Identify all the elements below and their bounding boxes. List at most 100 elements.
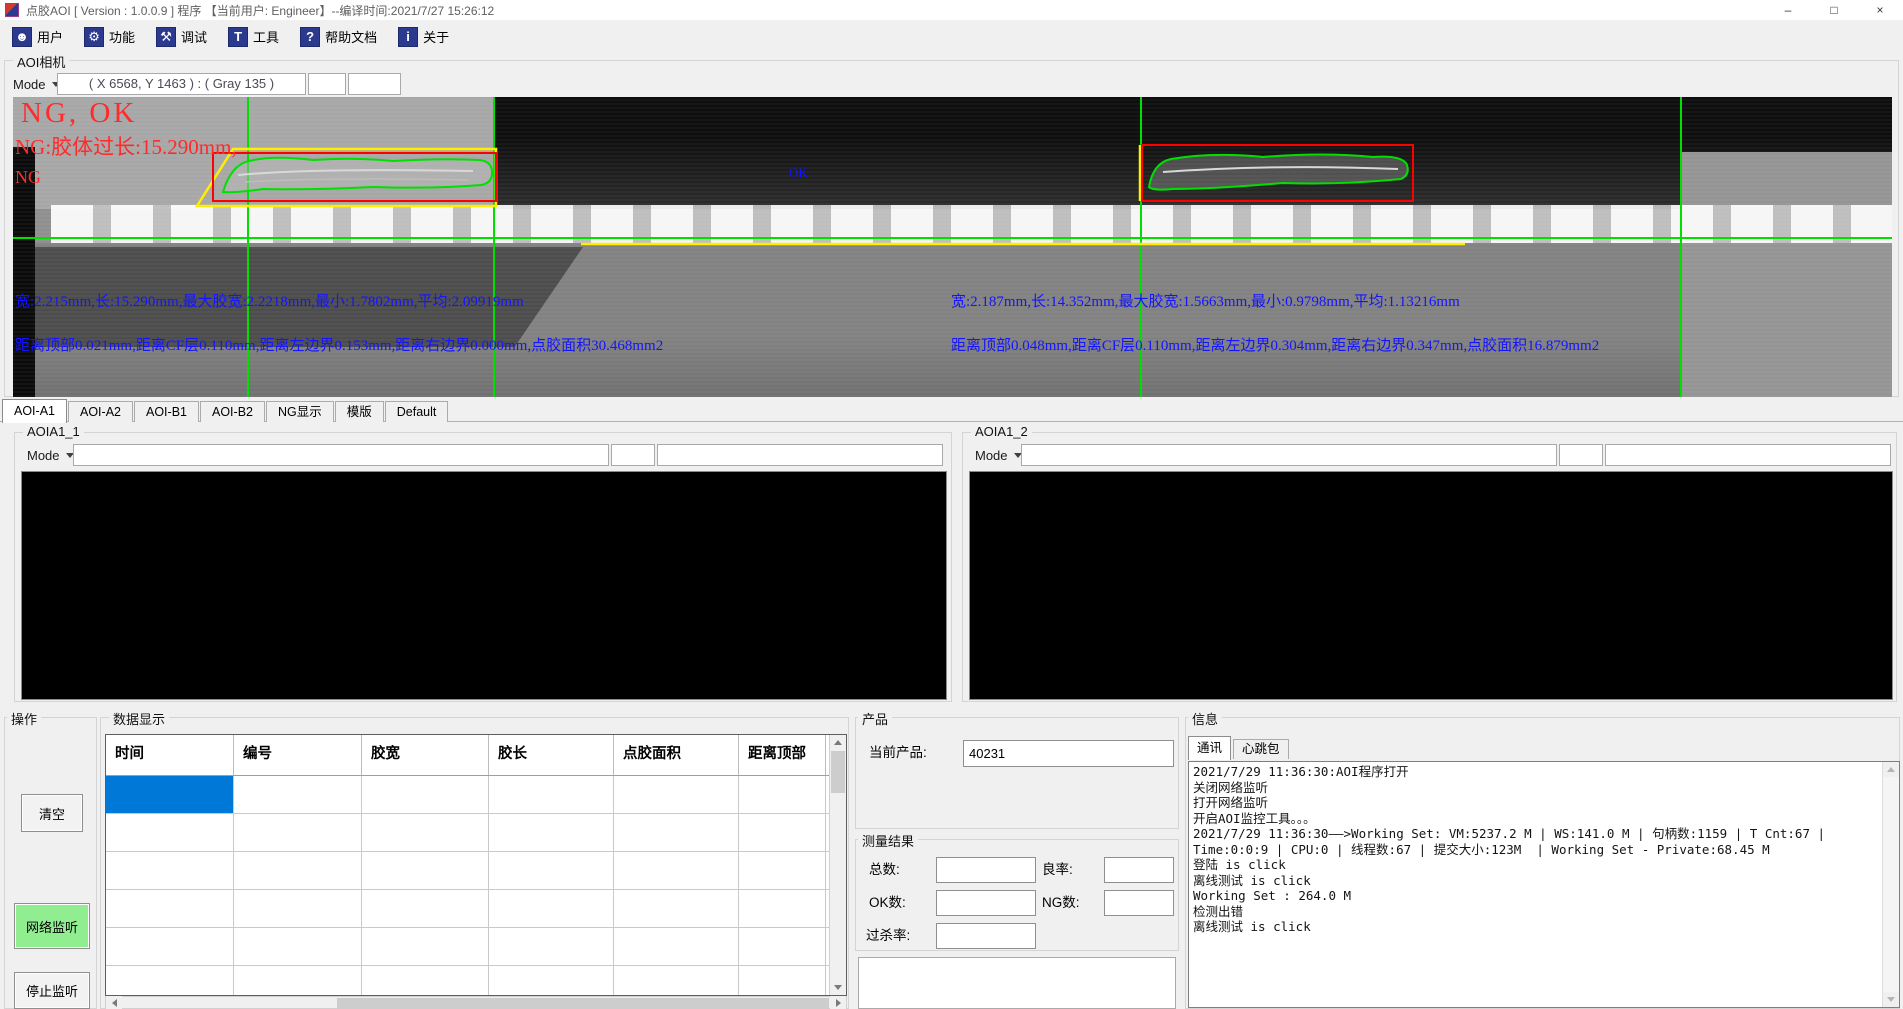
aoia1-2-field-3[interactable] (1605, 444, 1891, 466)
table-cell[interactable] (489, 776, 614, 813)
camera-image[interactable]: NG, OK NG:胶体过长:15.290mm, NG OK 宽:2.215mm… (13, 97, 1892, 397)
table-cell[interactable] (739, 890, 826, 927)
table-cell[interactable] (234, 966, 362, 995)
aoia1-2-field-1[interactable] (1021, 444, 1557, 466)
table-cell[interactable] (106, 928, 234, 965)
log-text[interactable]: 2021/7/29 11:36:30:AOI程序打开 关闭网络监听 打开网络监听… (1193, 764, 1826, 934)
vertical-scrollbar-thumb[interactable] (831, 751, 845, 793)
aoia1-2-field-2[interactable] (1559, 444, 1603, 466)
table-cell[interactable] (489, 966, 614, 995)
scroll-up-button[interactable] (1883, 762, 1899, 777)
camera-field-2[interactable] (308, 73, 346, 95)
table-cell[interactable] (489, 852, 614, 889)
table-cell[interactable] (362, 776, 489, 813)
table-cell[interactable] (739, 776, 826, 813)
arrow-up-icon (834, 740, 842, 745)
table-cell[interactable] (739, 814, 826, 851)
table-cell[interactable] (362, 852, 489, 889)
table-cell[interactable] (234, 814, 362, 851)
aoia1-1-mode-dropdown[interactable]: Mode (23, 444, 78, 466)
table-cell[interactable] (362, 966, 489, 995)
table-cell[interactable] (614, 814, 739, 851)
table-cell[interactable] (106, 890, 234, 927)
tab-AOI-A2[interactable]: AOI-A2 (68, 401, 133, 422)
table-horizontal-scrollbar[interactable] (105, 996, 847, 1009)
selected-cell[interactable] (106, 776, 234, 813)
aoia1-1-field-1[interactable] (73, 444, 609, 466)
table-cell[interactable] (106, 814, 234, 851)
column-header-2[interactable]: 编号 (234, 735, 362, 775)
table-cell[interactable] (362, 928, 489, 965)
aoia1-1-field-2[interactable] (611, 444, 655, 466)
tab-AOI-B1[interactable]: AOI-B1 (134, 401, 199, 422)
overkill-field[interactable] (936, 923, 1036, 949)
toolbar-button-tools[interactable]: T 工具 (222, 24, 285, 50)
column-header-5[interactable]: 点胶面积 (614, 735, 739, 775)
yield-field[interactable] (1104, 857, 1174, 883)
column-header-4[interactable]: 胶长 (489, 735, 614, 775)
aoia1-2-mode-dropdown[interactable]: Mode (971, 444, 1026, 466)
table-cell[interactable] (489, 928, 614, 965)
close-button[interactable]: × (1876, 3, 1884, 17)
scroll-down-button[interactable] (830, 980, 846, 995)
log-scrollbar[interactable] (1882, 762, 1899, 1007)
toolbar-button-help[interactable]: ? 帮助文档 (294, 24, 383, 50)
ng-count-field[interactable] (1104, 890, 1174, 916)
table-cell[interactable] (614, 890, 739, 927)
column-header-1[interactable]: 时间 (106, 735, 234, 775)
stop-listen-button[interactable]: 停止监听 (14, 972, 90, 1009)
toolbar-button-function[interactable]: ⚙ 功能 (78, 24, 141, 50)
table-cell[interactable] (362, 890, 489, 927)
table-cell[interactable] (739, 852, 826, 889)
tab-Default[interactable]: Default (384, 401, 449, 422)
table-vertical-scrollbar[interactable] (829, 735, 846, 995)
scroll-left-button[interactable] (106, 996, 122, 1009)
toolbar-button-debug[interactable]: ⚒ 调试 (150, 24, 213, 50)
table-cell[interactable] (739, 966, 826, 995)
table-cell[interactable] (489, 814, 614, 851)
data-display-group-label: 数据显示 (109, 709, 170, 728)
table-cell[interactable] (614, 776, 739, 813)
table-cell[interactable] (106, 966, 234, 995)
table-cell[interactable] (614, 928, 739, 965)
tab-模版[interactable]: 模版 (334, 401, 384, 422)
table-cell[interactable] (234, 928, 362, 965)
horizontal-scrollbar-thumb[interactable] (337, 998, 829, 1009)
table-cell[interactable] (234, 776, 362, 813)
minimize-button[interactable]: – (1784, 3, 1792, 17)
tab-AOI-A1[interactable]: AOI-A1 (2, 399, 67, 423)
info-tab-心跳包[interactable]: 心跳包 (1233, 739, 1289, 759)
total-field[interactable] (936, 857, 1036, 883)
table-cell[interactable] (614, 966, 739, 995)
aoia1-2-image-view[interactable] (969, 471, 1893, 700)
info-tab-通讯[interactable]: 通讯 (1188, 736, 1232, 760)
column-header-3[interactable]: 胶宽 (362, 735, 489, 775)
clear-button[interactable]: 清空 (21, 794, 83, 832)
table-cell[interactable] (614, 852, 739, 889)
aoia1-1-field-3[interactable] (657, 444, 943, 466)
tab-AOI-B2[interactable]: AOI-B2 (200, 401, 265, 422)
info-group-label: 信息 (1188, 709, 1223, 728)
table-row (106, 890, 846, 928)
table-cell[interactable] (739, 928, 826, 965)
table-cell[interactable] (234, 890, 362, 927)
current-product-field[interactable]: 40231 (963, 740, 1174, 767)
scroll-up-button[interactable] (830, 735, 846, 750)
table-cell[interactable] (362, 814, 489, 851)
toolbar-button-about[interactable]: i 关于 (392, 24, 455, 50)
camera-mode-dropdown[interactable]: Mode (9, 73, 64, 95)
scroll-down-button[interactable] (1883, 992, 1899, 1007)
column-header-6[interactable]: 距离顶部 (739, 735, 826, 775)
scroll-right-button[interactable] (830, 996, 846, 1009)
toolbar-button-user[interactable]: ☻ 用户 (6, 24, 69, 50)
aoia1-1-image-view[interactable] (21, 471, 947, 700)
maximize-button[interactable]: □ (1830, 3, 1838, 17)
table-cell[interactable] (106, 852, 234, 889)
network-listen-button[interactable]: 网络监听 (14, 903, 90, 949)
table-cell[interactable] (489, 890, 614, 927)
info-tab-strip: 通讯 心跳包 (1188, 736, 1291, 760)
camera-field-3[interactable] (348, 73, 401, 95)
tab-NG显示[interactable]: NG显示 (266, 401, 334, 422)
ok-count-field[interactable] (936, 890, 1036, 916)
table-cell[interactable] (234, 852, 362, 889)
